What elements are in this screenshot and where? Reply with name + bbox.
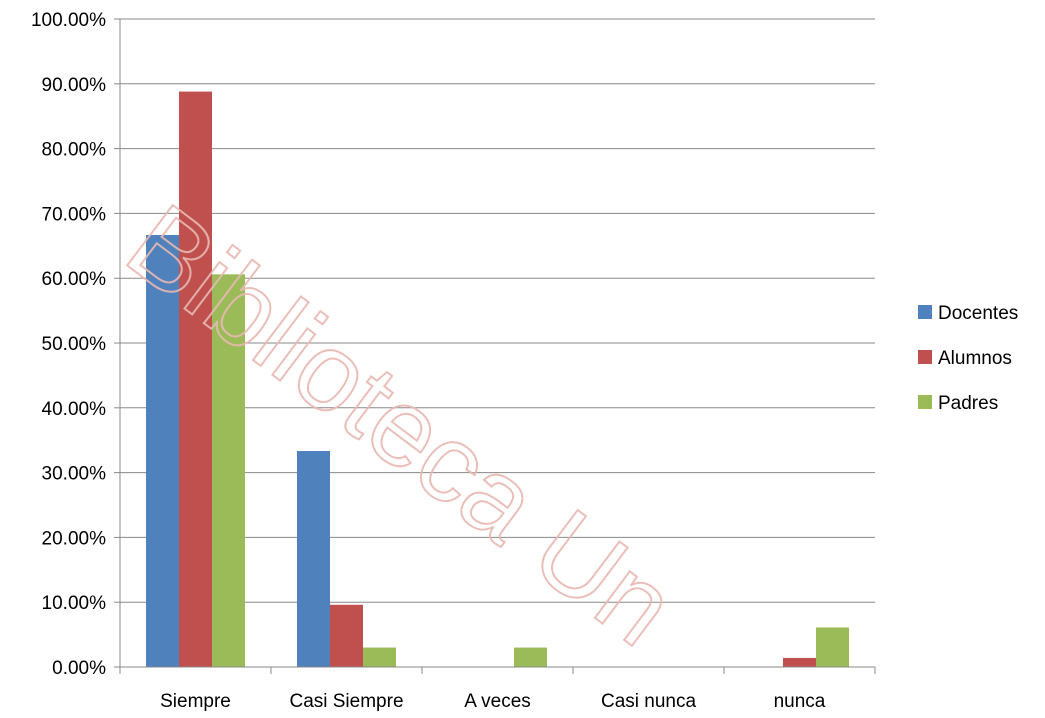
legend: Docentes Alumnos Padres (918, 303, 1018, 414)
bar-docentes (146, 234, 179, 667)
y-tick-label: 100.00% (31, 10, 106, 31)
bar-padres (363, 647, 396, 667)
y-tick-label: 50.00% (42, 334, 107, 355)
y-tick-label: 80.00% (42, 140, 107, 161)
legend-swatch (918, 350, 932, 364)
x-category-label: Siempre (160, 691, 231, 712)
bar-alumnos (179, 91, 212, 668)
y-tick-label: 0.00% (52, 658, 106, 679)
y-tick-label: 70.00% (42, 204, 107, 225)
y-tick-label: 40.00% (42, 399, 107, 420)
x-category-label: Casi Siempre (289, 691, 403, 712)
legend-label: Padres (938, 393, 998, 414)
y-axis-tick-labels: 0.00% 10.00% 20.00% 30.00% 40.00% 50.00% 60.00… (31, 10, 106, 679)
legend-swatch (918, 395, 932, 409)
y-tick-label: 30.00% (42, 464, 107, 485)
bar-padres (514, 647, 547, 667)
y-tick-label: 90.00% (42, 75, 107, 96)
legend-label: Alumnos (938, 348, 1012, 369)
bar-alumnos (783, 657, 816, 667)
y-tick-label: 20.00% (42, 528, 107, 549)
bars (146, 91, 849, 668)
gridlines (120, 18, 875, 603)
y-tick-label: 10.00% (42, 593, 107, 614)
y-tick-label: 60.00% (42, 269, 107, 290)
bar-padres (212, 274, 245, 667)
axes (114, 18, 876, 674)
legend-label: Docentes (938, 303, 1018, 324)
bar-padres (816, 627, 849, 667)
x-axis-category-labels: Siempre Casi Siempre A veces Casi nunca nunc… (160, 691, 826, 712)
bar-alumnos (330, 604, 363, 667)
x-category-label: Casi nunca (601, 691, 696, 712)
x-category-label: nunca (774, 691, 826, 712)
x-category-label: A veces (464, 691, 531, 712)
legend-swatch (918, 305, 932, 319)
bar-docentes (297, 451, 330, 667)
